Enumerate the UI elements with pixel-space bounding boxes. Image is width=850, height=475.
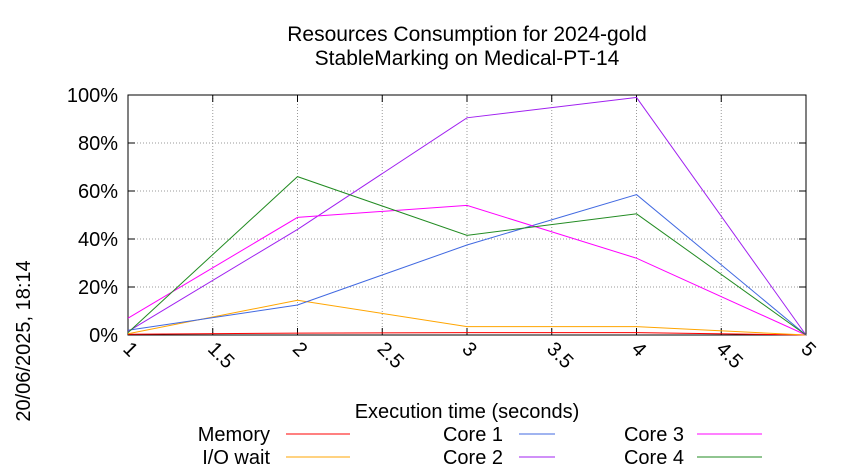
series-line-core-4: [127, 176, 807, 336]
legend-label-core-2: Core 2: [443, 447, 503, 469]
x-axis-ticks: 1 1.5 2 2.5 3 3.5 4 4.5 5: [118, 95, 820, 373]
legend-label-i-o-wait: I/O wait: [202, 447, 270, 469]
legend-label-memory: Memory: [198, 424, 270, 446]
series-line-i-o-wait: [127, 299, 807, 336]
timestamp-label: 20/06/2025, 18:14: [13, 260, 35, 421]
series-line-memory: [127, 332, 807, 336]
x-tick-label: 2: [288, 338, 311, 361]
x-tick-label: 4: [627, 338, 650, 361]
y-tick-label: 40%: [78, 229, 118, 251]
legend-label-core-4: Core 4: [624, 447, 684, 469]
series-lines: [127, 96, 807, 336]
x-tick-label: 4.5: [712, 338, 747, 373]
x-tick-label: 3: [457, 338, 480, 361]
series-line-core-3: [127, 204, 807, 336]
y-tick-label: 100%: [67, 85, 118, 107]
y-axis-ticks: 0% 20% 40% 60% 80% 100%: [67, 85, 806, 347]
chart-subtitle: StableMarking on Medical-PT-14: [315, 47, 620, 70]
legend-label-core-1: Core 1: [443, 424, 503, 446]
x-axis-label: Execution time (seconds): [355, 401, 580, 423]
grid-lines: [128, 95, 806, 335]
x-tick-label: 1: [118, 338, 141, 361]
x-tick-label: 1.5: [203, 338, 238, 373]
series-line-core-2: [127, 96, 807, 336]
x-tick-label: 5: [796, 338, 819, 361]
legend-label-core-3: Core 3: [624, 424, 684, 446]
x-tick-label: 3.5: [542, 338, 577, 373]
y-tick-label: 80%: [78, 133, 118, 155]
x-tick-label: 2.5: [373, 338, 408, 373]
y-tick-label: 60%: [78, 181, 118, 203]
y-tick-label: 20%: [78, 277, 118, 299]
y-tick-label: 0%: [89, 325, 118, 347]
chart-title: Resources Consumption for 2024-gold: [287, 23, 647, 46]
series-line-core-1: [127, 194, 807, 336]
